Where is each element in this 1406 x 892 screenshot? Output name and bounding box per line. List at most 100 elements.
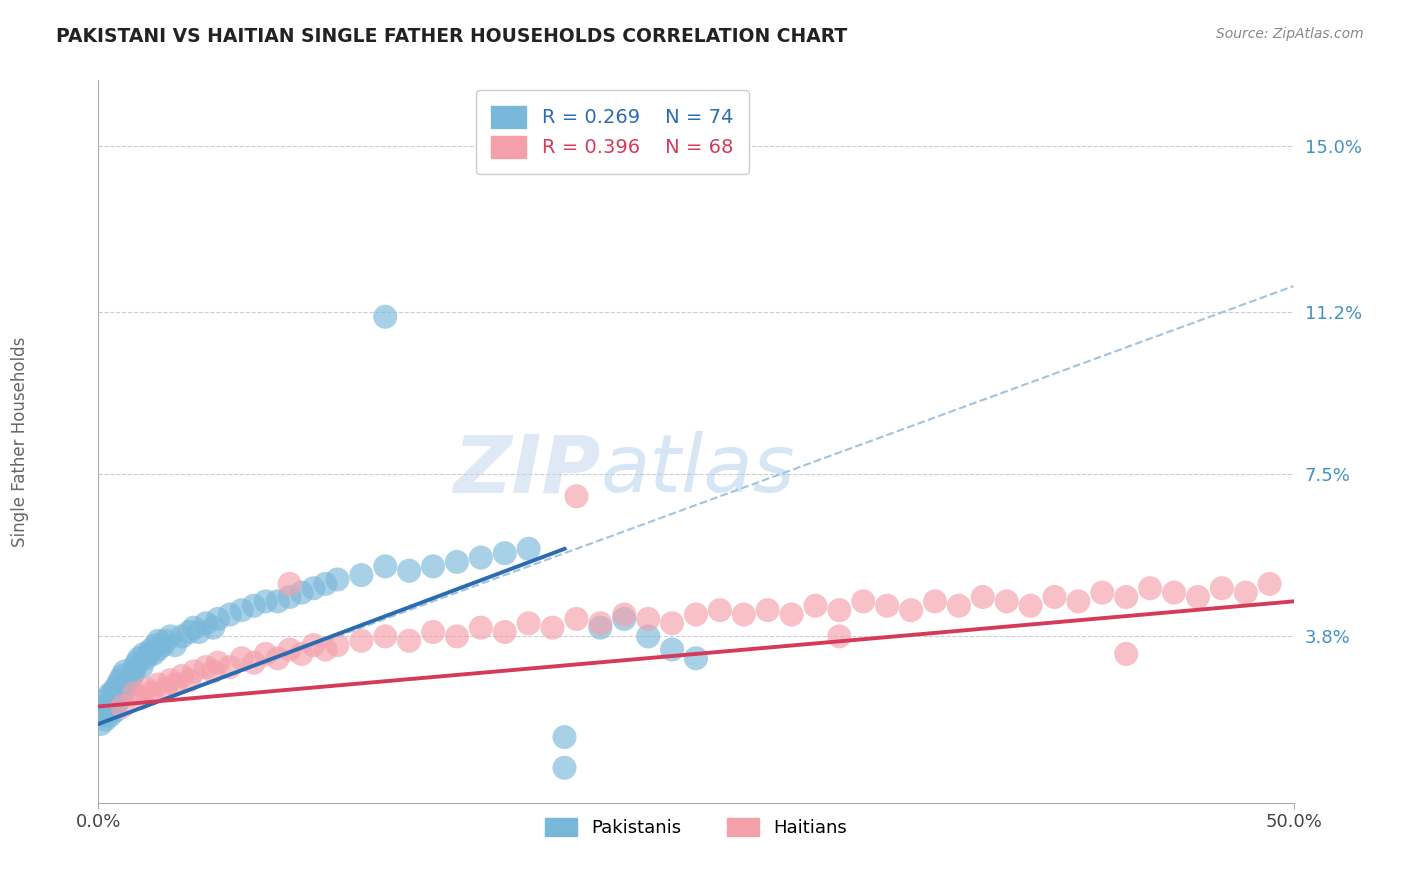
Point xyxy=(637,612,659,626)
Point xyxy=(709,603,731,617)
Text: PAKISTANI VS HAITIAN SINGLE FATHER HOUSEHOLDS CORRELATION CHART: PAKISTANI VS HAITIAN SINGLE FATHER HOUSE… xyxy=(56,27,848,45)
Point xyxy=(131,690,153,705)
Point xyxy=(163,677,186,691)
Point xyxy=(350,568,373,582)
Point xyxy=(1043,590,1066,604)
Point xyxy=(231,651,253,665)
Point xyxy=(111,669,134,683)
Point xyxy=(1211,581,1233,595)
Point xyxy=(131,660,153,674)
Text: Source: ZipAtlas.com: Source: ZipAtlas.com xyxy=(1216,27,1364,41)
Point xyxy=(374,559,396,574)
Point xyxy=(1234,585,1257,599)
Point xyxy=(114,681,136,696)
Point xyxy=(948,599,970,613)
Point xyxy=(98,686,122,700)
Point xyxy=(172,669,194,683)
Point xyxy=(267,594,290,608)
Point xyxy=(111,686,134,700)
Point xyxy=(207,612,229,626)
Point xyxy=(155,681,177,696)
Point xyxy=(1091,585,1114,599)
Text: atlas: atlas xyxy=(600,432,796,509)
Point xyxy=(291,585,314,599)
Point xyxy=(219,660,242,674)
Point xyxy=(231,603,253,617)
Point xyxy=(124,660,146,674)
Point xyxy=(554,761,576,775)
Point xyxy=(104,704,127,718)
Point xyxy=(202,621,225,635)
Point xyxy=(179,625,201,640)
Point xyxy=(828,603,851,617)
Point xyxy=(685,651,707,665)
Point xyxy=(207,656,229,670)
Point xyxy=(104,681,127,696)
Point xyxy=(374,629,396,643)
Point xyxy=(1115,590,1137,604)
Point xyxy=(139,642,162,657)
Point xyxy=(446,629,468,643)
Point xyxy=(124,686,146,700)
Point xyxy=(115,677,138,691)
Point xyxy=(94,713,117,727)
Point xyxy=(1067,594,1090,608)
Point xyxy=(315,577,337,591)
Point xyxy=(470,550,492,565)
Point xyxy=(613,612,636,626)
Point xyxy=(138,647,160,661)
Point xyxy=(159,629,181,643)
Point xyxy=(101,699,124,714)
Point xyxy=(219,607,242,622)
Point xyxy=(124,665,146,679)
Point xyxy=(142,647,165,661)
Legend: Pakistanis, Haitians: Pakistanis, Haitians xyxy=(537,811,855,845)
Point xyxy=(108,673,131,688)
Point xyxy=(661,616,683,631)
Point xyxy=(1187,590,1209,604)
Point xyxy=(118,673,141,688)
Point xyxy=(804,599,827,613)
Point xyxy=(148,642,170,657)
Point xyxy=(172,629,194,643)
Point xyxy=(163,638,186,652)
Point xyxy=(101,686,124,700)
Point xyxy=(589,621,612,635)
Point xyxy=(302,638,325,652)
Point xyxy=(114,665,136,679)
Point xyxy=(155,633,177,648)
Point xyxy=(613,607,636,622)
Point xyxy=(97,690,120,705)
Point xyxy=(565,489,588,503)
Point xyxy=(554,730,576,744)
Point xyxy=(243,599,266,613)
Point xyxy=(517,616,540,631)
Point xyxy=(243,656,266,670)
Point xyxy=(107,677,129,691)
Point xyxy=(278,590,301,604)
Point xyxy=(326,573,349,587)
Point xyxy=(278,642,301,657)
Point xyxy=(733,607,755,622)
Point xyxy=(828,629,851,643)
Point xyxy=(278,577,301,591)
Point xyxy=(446,555,468,569)
Point xyxy=(685,607,707,622)
Point xyxy=(589,616,612,631)
Point xyxy=(183,665,205,679)
Point xyxy=(202,665,225,679)
Point xyxy=(494,625,516,640)
Point xyxy=(1115,647,1137,661)
Y-axis label: Single Father Households: Single Father Households xyxy=(11,336,30,547)
Point xyxy=(374,310,396,324)
Point xyxy=(135,651,157,665)
Point xyxy=(326,638,349,652)
Point xyxy=(97,704,120,718)
Point xyxy=(98,695,122,709)
Text: ZIP: ZIP xyxy=(453,432,600,509)
Point xyxy=(565,612,588,626)
Point xyxy=(152,638,174,652)
Point xyxy=(422,559,444,574)
Point xyxy=(183,621,205,635)
Point xyxy=(135,681,157,696)
